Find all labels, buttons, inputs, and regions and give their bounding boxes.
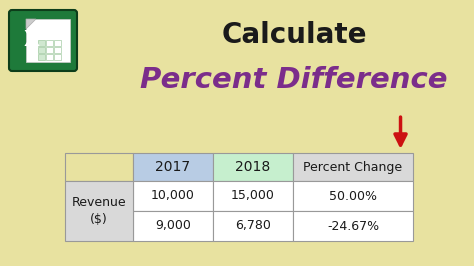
Bar: [293, 211, 413, 241]
Bar: [54, 40, 61, 46]
Bar: [133, 181, 213, 211]
Text: Percent Difference: Percent Difference: [140, 66, 447, 94]
Bar: [213, 211, 293, 241]
Bar: [213, 181, 293, 211]
Bar: [293, 153, 413, 181]
Bar: [54, 54, 61, 60]
Bar: [133, 153, 213, 181]
Bar: [213, 153, 293, 181]
Bar: [65, 181, 133, 241]
Text: 9,000: 9,000: [155, 219, 191, 232]
Bar: [46, 54, 53, 60]
Text: 2017: 2017: [155, 160, 191, 174]
Bar: [133, 211, 213, 241]
Polygon shape: [26, 19, 36, 29]
Polygon shape: [26, 19, 70, 62]
Bar: [38, 54, 45, 60]
Bar: [38, 47, 45, 53]
Text: 10,000: 10,000: [151, 189, 195, 202]
Text: X: X: [24, 31, 40, 51]
Text: 6,780: 6,780: [235, 219, 271, 232]
Bar: [46, 40, 53, 46]
Text: Calculate: Calculate: [221, 20, 366, 49]
Bar: [38, 40, 45, 46]
Bar: [46, 47, 53, 53]
Text: 2018: 2018: [236, 160, 271, 174]
Bar: [65, 153, 133, 181]
Text: Percent Change: Percent Change: [303, 160, 402, 173]
Bar: [54, 47, 61, 53]
Text: 50.00%: 50.00%: [329, 189, 377, 202]
Bar: [293, 181, 413, 211]
Text: 15,000: 15,000: [231, 189, 275, 202]
FancyBboxPatch shape: [9, 10, 77, 71]
Text: Revenue
($): Revenue ($): [72, 196, 126, 226]
Text: -24.67%: -24.67%: [327, 219, 379, 232]
